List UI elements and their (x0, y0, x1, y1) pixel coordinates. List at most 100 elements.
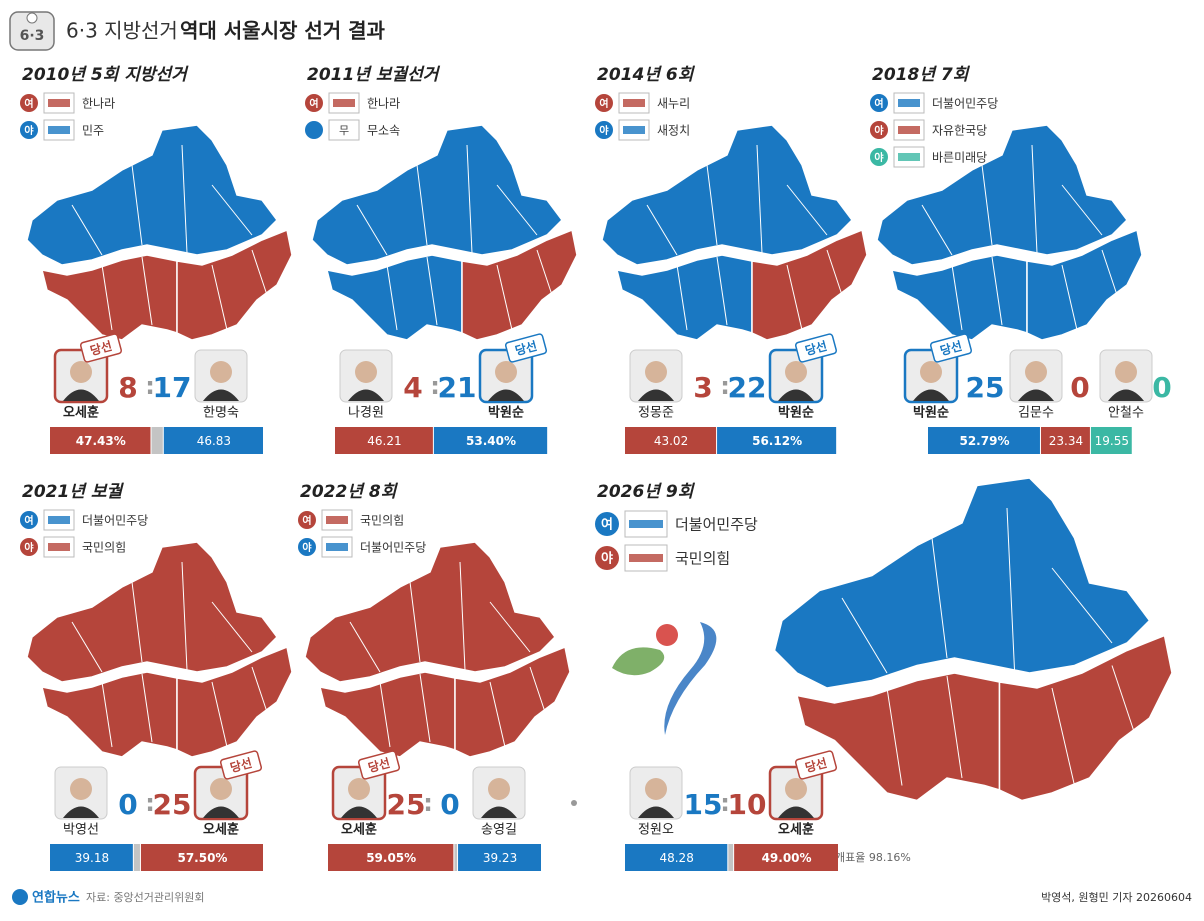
map-region (26, 541, 278, 683)
map-district-line (356, 204, 388, 256)
seat-count: 0 (440, 788, 459, 821)
candidate-photo-head (70, 778, 92, 800)
candidate-photo-body (638, 389, 674, 401)
map-district-line (496, 184, 538, 236)
legend-party: 국민의힘 (675, 550, 730, 568)
legend-logo-mark (48, 543, 70, 551)
score-separator: : (145, 372, 155, 400)
vote-bar (328, 844, 454, 871)
map-district-line (1061, 184, 1103, 236)
vote-bar (1090, 427, 1132, 454)
candidate-name: 오세훈 (778, 822, 814, 838)
seat-count: 4 (403, 371, 422, 404)
panel-title: 2022년 8회 (300, 482, 399, 502)
candidate-photo-head (785, 778, 807, 800)
winner-badge: 당선 (794, 333, 838, 363)
candidate-name: 오세훈 (203, 822, 239, 838)
map-district-line (101, 681, 113, 748)
winner-badge-text: 당선 (803, 338, 828, 358)
map-region (876, 124, 1128, 266)
winner-badge: 당선 (504, 333, 548, 363)
legend-badge-text: 야 (874, 151, 884, 164)
seat-count: 8 (118, 371, 137, 404)
vote-bar (50, 844, 133, 871)
legend-logo-mark (898, 153, 920, 161)
map-district-line (426, 256, 438, 326)
legend-badge-text: 여 (24, 97, 33, 110)
legend-badge (870, 94, 888, 112)
vote-label: 47.43% (76, 434, 126, 448)
candidate-photo-head (210, 778, 232, 800)
legend-logo (328, 119, 360, 141)
score-separator: : (423, 789, 433, 817)
candidate-name: 한명숙 (203, 406, 239, 421)
map-district-line (951, 264, 963, 331)
seat-count: 17 (153, 371, 192, 404)
title-prefix: 6·3 지방선거 (66, 19, 178, 43)
panel-title: 2014년 6회 (597, 65, 696, 85)
map-district-line (706, 164, 718, 246)
map-district-line (1101, 249, 1118, 296)
map-district-line (101, 264, 113, 331)
map-region (601, 124, 853, 266)
vote-bar (1040, 427, 1090, 454)
map-district-line (786, 264, 803, 331)
candidate-photo-body (913, 389, 949, 401)
map-region (1026, 228, 1143, 341)
map-region (176, 228, 293, 341)
map-district-line (131, 581, 143, 663)
dot (571, 800, 577, 806)
candidate-photo-body (341, 806, 377, 818)
map-region (998, 634, 1173, 802)
panel-title: 2011년 보궐선거 (307, 65, 441, 85)
map-district-line (716, 256, 728, 326)
map-district-line (419, 673, 431, 743)
legend-badge (870, 148, 888, 166)
candidate-photo-head (645, 361, 667, 383)
map-district-line (141, 256, 153, 326)
legend-badge-text: 여 (599, 97, 608, 110)
legend-logo-mark (629, 554, 663, 562)
map-district-line (211, 601, 253, 653)
brand-logo (12, 889, 28, 905)
map-district-line (496, 264, 513, 331)
vote-label: 59.05% (366, 851, 416, 865)
map-district-line (1031, 144, 1038, 254)
legend-logo-mark (333, 99, 355, 107)
legend-party: 더불어민주당 (82, 514, 148, 528)
legend-party: 무소속 (367, 124, 400, 138)
map-district-line (251, 249, 268, 296)
legend-party: 더불어민주당 (360, 541, 426, 555)
candidate-photo-head (495, 361, 517, 383)
legend-badge-text: 여 (24, 514, 33, 527)
candidate-photo-body (203, 389, 239, 401)
legend-badge-text: 여 (309, 97, 318, 110)
legend-badge (595, 121, 613, 139)
map-region (773, 477, 1151, 689)
legend-logo-mark (629, 520, 663, 528)
legend-party: 새누리 (657, 97, 690, 111)
legend-badge-text: 야 (874, 124, 884, 137)
legend-badge (305, 94, 323, 112)
legend-badge-text: 야 (24, 541, 34, 554)
map-district-line (826, 249, 843, 296)
winner-badge-box (79, 333, 123, 363)
candidate-name: 오세훈 (63, 405, 99, 421)
legend-badge-text: 여 (601, 517, 613, 533)
map-region (454, 645, 571, 758)
legend-logo-mark (623, 99, 645, 107)
panel-title: 2021년 보궐 (22, 482, 125, 502)
map-district-line (211, 681, 228, 748)
legend-badge-text: 야 (24, 124, 34, 137)
vote-label: 56.12% (752, 434, 802, 448)
map-district-line (181, 561, 188, 671)
seat-count: 25 (966, 371, 1005, 404)
candidate-photo-head (1025, 361, 1047, 383)
map-district-line (931, 537, 948, 659)
legend-party: 국민의힘 (360, 514, 404, 528)
map-region (304, 541, 556, 683)
seat-count: 0 (1070, 371, 1089, 404)
emblem-red (656, 624, 678, 646)
candidate-name: 박원순 (488, 405, 524, 421)
